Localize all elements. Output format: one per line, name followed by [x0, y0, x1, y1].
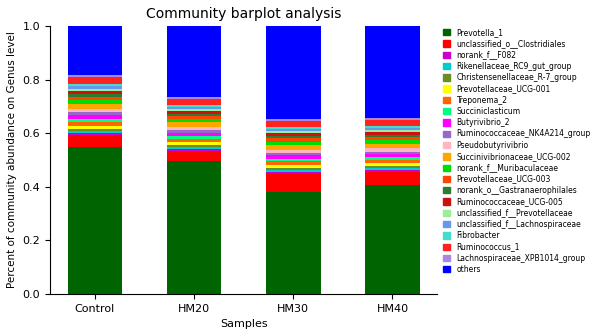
- Bar: [167, 133, 221, 136]
- Bar: [365, 154, 420, 157]
- Bar: [68, 103, 122, 109]
- Bar: [167, 114, 221, 116]
- Bar: [68, 75, 122, 77]
- Bar: [365, 130, 420, 132]
- Bar: [365, 126, 420, 128]
- Bar: [266, 133, 320, 136]
- Bar: [167, 142, 221, 145]
- Bar: [365, 140, 420, 143]
- Bar: [266, 119, 320, 121]
- Bar: [167, 127, 221, 130]
- Bar: [266, 127, 320, 129]
- Bar: [68, 126, 122, 129]
- Bar: [266, 159, 320, 161]
- Bar: [167, 105, 221, 107]
- Bar: [266, 150, 320, 153]
- Bar: [68, 147, 122, 294]
- Bar: [266, 26, 320, 119]
- Bar: [365, 160, 420, 164]
- Bar: [266, 170, 320, 172]
- Bar: [68, 77, 122, 84]
- Bar: [266, 165, 320, 168]
- Bar: [266, 192, 320, 294]
- Bar: [266, 138, 320, 141]
- Bar: [167, 151, 221, 161]
- Bar: [68, 109, 122, 113]
- Bar: [167, 111, 221, 114]
- Y-axis label: Percent of community abundance on Genus level: Percent of community abundance on Genus …: [7, 32, 17, 289]
- Bar: [167, 147, 221, 149]
- Bar: [365, 128, 420, 130]
- Bar: [365, 120, 420, 126]
- Bar: [68, 94, 122, 96]
- Bar: [365, 168, 420, 170]
- Bar: [365, 137, 420, 140]
- Bar: [68, 135, 122, 147]
- Bar: [68, 86, 122, 89]
- Bar: [167, 149, 221, 151]
- Title: Community barplot analysis: Community barplot analysis: [146, 7, 341, 21]
- Bar: [167, 26, 221, 97]
- Bar: [68, 119, 122, 122]
- X-axis label: Samples: Samples: [220, 319, 268, 329]
- Bar: [68, 91, 122, 94]
- Bar: [68, 96, 122, 100]
- Bar: [167, 122, 221, 127]
- Bar: [167, 99, 221, 105]
- Bar: [68, 100, 122, 103]
- Bar: [365, 172, 420, 185]
- Bar: [365, 132, 420, 135]
- Bar: [266, 153, 320, 156]
- Bar: [68, 115, 122, 119]
- Bar: [365, 166, 420, 168]
- Bar: [167, 109, 221, 111]
- Bar: [365, 170, 420, 172]
- Bar: [68, 84, 122, 86]
- Bar: [68, 113, 122, 115]
- Bar: [266, 136, 320, 138]
- Bar: [167, 116, 221, 119]
- Bar: [167, 139, 221, 142]
- Bar: [167, 161, 221, 294]
- Bar: [365, 185, 420, 294]
- Bar: [68, 26, 122, 75]
- Bar: [365, 149, 420, 152]
- Bar: [266, 161, 320, 165]
- Bar: [68, 89, 122, 91]
- Bar: [266, 121, 320, 127]
- Bar: [266, 145, 320, 150]
- Bar: [266, 173, 320, 192]
- Bar: [68, 129, 122, 131]
- Bar: [68, 131, 122, 133]
- Bar: [68, 122, 122, 126]
- Bar: [266, 168, 320, 170]
- Bar: [266, 131, 320, 133]
- Bar: [365, 143, 420, 149]
- Bar: [167, 130, 221, 133]
- Bar: [167, 97, 221, 99]
- Bar: [167, 136, 221, 139]
- Bar: [167, 119, 221, 122]
- Bar: [365, 26, 420, 118]
- Bar: [266, 141, 320, 145]
- Bar: [365, 118, 420, 120]
- Legend: Prevotella_1, unclassified_o__Clostridiales, norank_f__F082, Rikenellaceae_RC9_g: Prevotella_1, unclassified_o__Clostridia…: [441, 26, 592, 276]
- Bar: [365, 164, 420, 166]
- Bar: [266, 156, 320, 159]
- Bar: [266, 129, 320, 131]
- Bar: [167, 145, 221, 147]
- Bar: [365, 152, 420, 154]
- Bar: [365, 157, 420, 160]
- Bar: [266, 172, 320, 173]
- Bar: [365, 135, 420, 137]
- Bar: [68, 133, 122, 135]
- Bar: [167, 107, 221, 109]
